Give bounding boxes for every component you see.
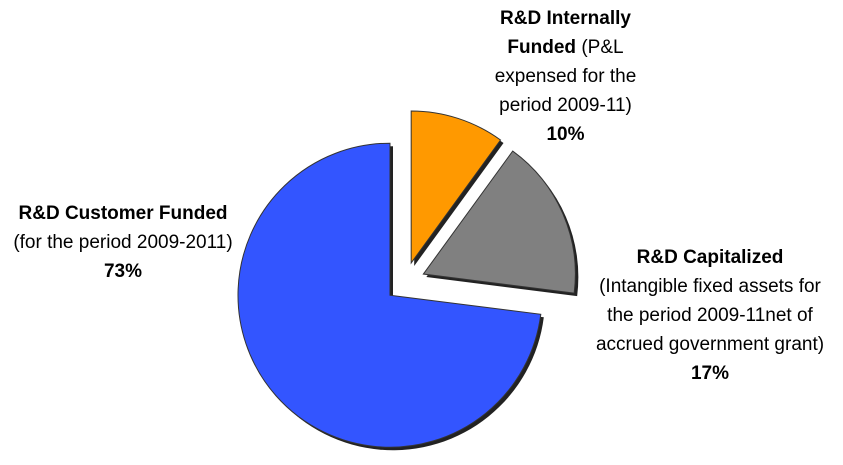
category-label: R&D Customer Funded — [18, 203, 228, 224]
category-label: R&D Internally Funded — [500, 8, 631, 58]
pie-slice — [422, 150, 576, 294]
slice-label: R&D Capitalized (Intangible fixed assets… — [585, 243, 835, 388]
description: (P&L expensed for the period 2009-11) — [494, 37, 637, 116]
value-label: 17% — [690, 363, 730, 384]
pie-slice — [410, 110, 502, 265]
slice-label: R&D Customer Funded (for the period 2009… — [8, 199, 238, 286]
category-label: R&D Capitalized — [636, 247, 784, 268]
description: (for the period 2009-2011) — [13, 232, 233, 253]
value-label: 73% — [103, 261, 143, 282]
pie-slice — [237, 142, 542, 448]
description: (Intangible fixed assets for the period … — [595, 276, 825, 355]
slice-label: R&D Internally Funded (P&L expensed for … — [478, 4, 653, 149]
value-label: 10% — [546, 124, 585, 145]
